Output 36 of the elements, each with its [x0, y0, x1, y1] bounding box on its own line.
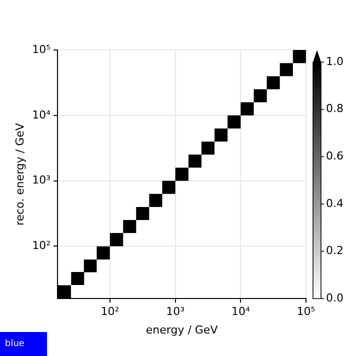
x-axis-title: energy / GeV — [146, 323, 218, 336]
y-axis-title: reco. energy / GeV — [13, 122, 26, 226]
y-tick-label: 10³ — [32, 174, 51, 187]
y-tick-label: 10⁵ — [32, 42, 51, 56]
y-tick-label: 10² — [32, 239, 51, 252]
color-bar-label: 0.4 — [326, 196, 344, 210]
y-tick-label: 10⁴ — [32, 108, 52, 122]
color-bar-label: 0.8 — [326, 102, 344, 116]
x-tick-label: 10⁴ — [231, 305, 250, 318]
point — [175, 168, 188, 181]
point — [214, 128, 228, 142]
point — [266, 76, 280, 90]
point — [188, 154, 202, 168]
x-tick-label: 10⁵ — [296, 305, 316, 318]
point — [123, 220, 136, 234]
color-bar-label: 0.0 — [326, 291, 344, 304]
point — [292, 50, 306, 64]
point — [162, 180, 176, 194]
color-bar-label: 0.6 — [326, 150, 344, 162]
text: blue — [0, 332, 47, 356]
point — [96, 246, 110, 260]
color-bar-label: 1.0 — [326, 54, 344, 68]
point — [136, 207, 150, 220]
color-bar-label: 0.2 — [326, 244, 344, 258]
point — [110, 233, 124, 246]
x-tick-label: 10² — [100, 305, 120, 318]
point — [201, 142, 214, 155]
point — [84, 259, 97, 272]
point — [254, 89, 267, 102]
point — [58, 285, 71, 299]
point — [149, 194, 162, 207]
point — [280, 63, 293, 76]
point — [240, 102, 254, 116]
point — [228, 115, 241, 128]
x-tick-label: 10³ — [166, 305, 185, 318]
point — [71, 272, 84, 286]
